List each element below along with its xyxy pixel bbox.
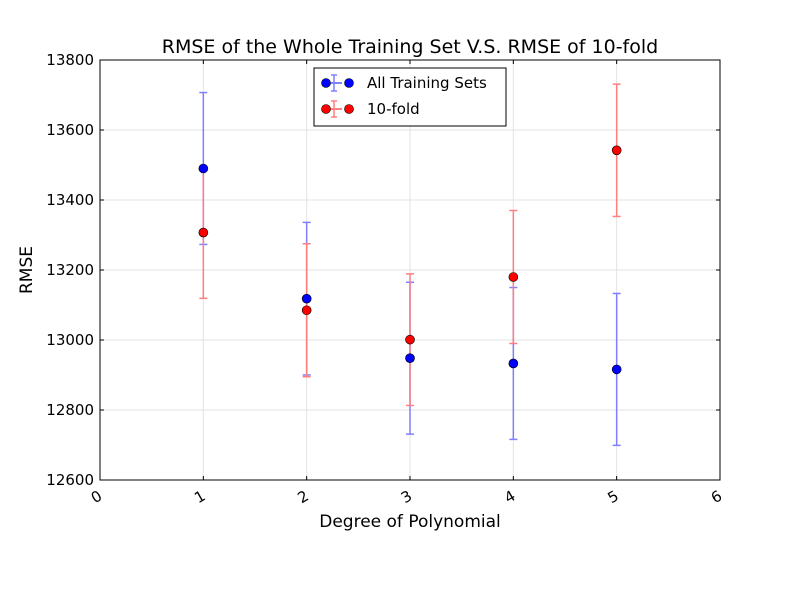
y-tick-label: 12800 [46,401,94,419]
legend-swatch-marker [321,104,331,114]
y-tick-label: 13600 [46,121,94,139]
y-tick-label: 13400 [46,191,94,209]
y-tick-label: 13000 [46,331,94,349]
chart-title: RMSE of the Whole Training Set V.S. RMSE… [162,36,658,58]
legend: All Training Sets 10-fold [313,67,507,127]
all-training-sets-point [611,364,622,375]
y-tick-label: 13200 [46,261,94,279]
10-fold-point [611,145,622,156]
legend-swatch-marker [344,78,354,88]
10-fold-point [508,272,519,282]
10-fold-point [301,305,312,316]
y-tick-label: 13800 [46,51,94,69]
all-training-sets-point [301,293,312,304]
y-tick-label: 12600 [46,471,94,489]
legend-swatch-marker [321,78,331,88]
10-fold-point [198,227,209,238]
legend-entry-label: All Training Sets [367,74,487,92]
10-fold-point [405,334,415,345]
x-axis-label: Degree of Polynomial [319,512,501,532]
all-training-sets-point [405,353,415,364]
legend-frame [313,67,507,127]
all-training-sets-point [508,358,519,369]
legend-entry-label: 10-fold [367,100,420,118]
legend-swatch-marker [344,104,354,114]
point-layer [198,145,622,375]
y-axis-label: RMSE [17,246,37,294]
all-training-sets-point [198,163,209,174]
